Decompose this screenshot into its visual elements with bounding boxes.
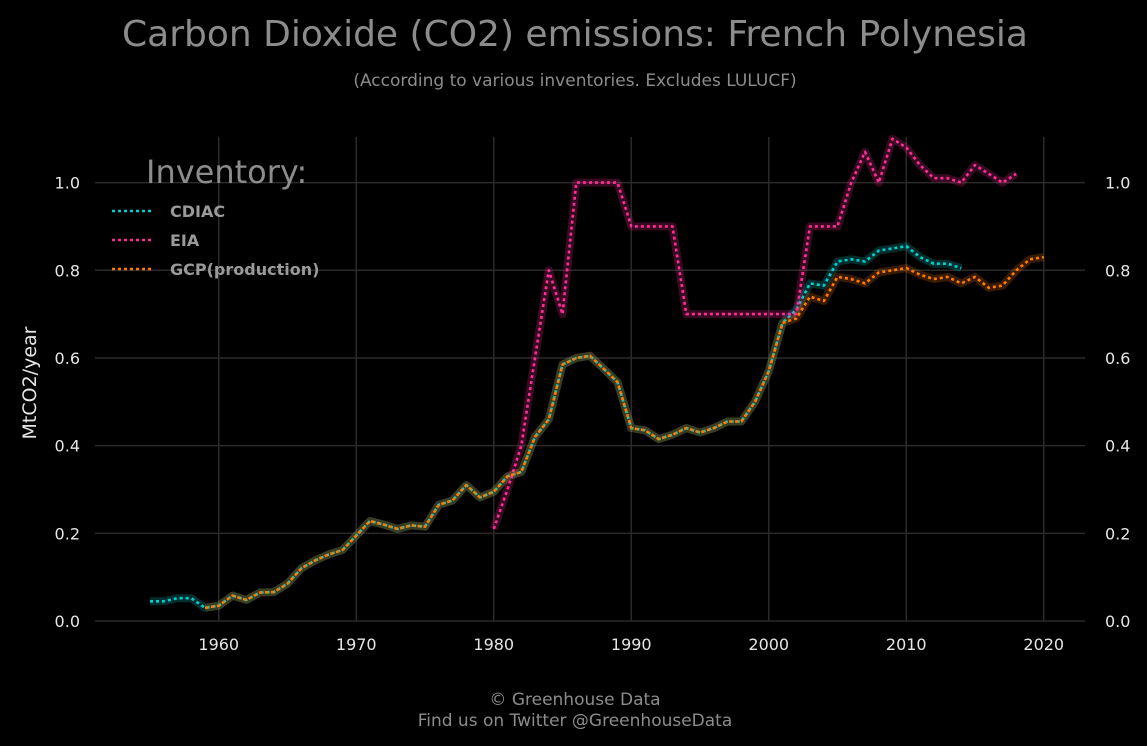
y-tick-label-right: 0.8 <box>1105 261 1130 280</box>
x-tick-label: 1960 <box>198 635 239 654</box>
y-tick-label-right: 0.6 <box>1105 349 1130 368</box>
y-tick-label-right: 1.0 <box>1105 174 1130 193</box>
y-axis-label: MtCO2/year <box>19 326 41 439</box>
y-tick-label-left: 1.0 <box>55 174 80 193</box>
y-tick-label-left: 0.6 <box>55 349 80 368</box>
y-tick-label-right: 0.2 <box>1105 524 1130 543</box>
footer-copyright: © Greenhouse Data <box>489 690 660 710</box>
chart-subtitle: (According to various inventories. Exclu… <box>353 71 796 91</box>
chart-title: Carbon Dioxide (CO2) emissions: French P… <box>122 14 1028 55</box>
legend-label: GCP(production) <box>170 260 319 279</box>
grid <box>95 137 1085 622</box>
series-glow-2 <box>204 253 1045 612</box>
footer-twitter: Find us on Twitter @GreenhouseData <box>418 711 733 731</box>
x-tick-label: 1970 <box>336 635 377 654</box>
series-glow-1 <box>490 134 1019 531</box>
series-line-2 <box>204 255 1045 610</box>
legend-title: Inventory: <box>146 153 307 191</box>
legend: Inventory: CDIAC EIA GCP(production) <box>112 153 319 279</box>
x-tick-label: 2000 <box>748 635 789 654</box>
axes: 1960 1970 1980 1990 2000 2010 2020 0.0 0.0 0.2 0.2… <box>55 174 1131 654</box>
y-tick-label-right: 0.4 <box>1105 437 1130 456</box>
series-layer <box>150 134 1045 612</box>
y-tick-label-left: 0.2 <box>55 524 80 543</box>
legend-label: CDIAC <box>170 202 225 221</box>
x-tick-label: 1990 <box>611 635 652 654</box>
y-tick-label-right: 0.0 <box>1105 612 1130 631</box>
y-tick-label-left: 0.4 <box>55 437 80 456</box>
y-tick-label-left: 0.8 <box>55 261 80 280</box>
y-tick-label-left: 0.0 <box>55 612 80 631</box>
x-tick-label: 1980 <box>473 635 514 654</box>
x-tick-label: 2020 <box>1023 635 1064 654</box>
legend-label: EIA <box>170 231 200 250</box>
x-tick-label: 2010 <box>886 635 927 654</box>
